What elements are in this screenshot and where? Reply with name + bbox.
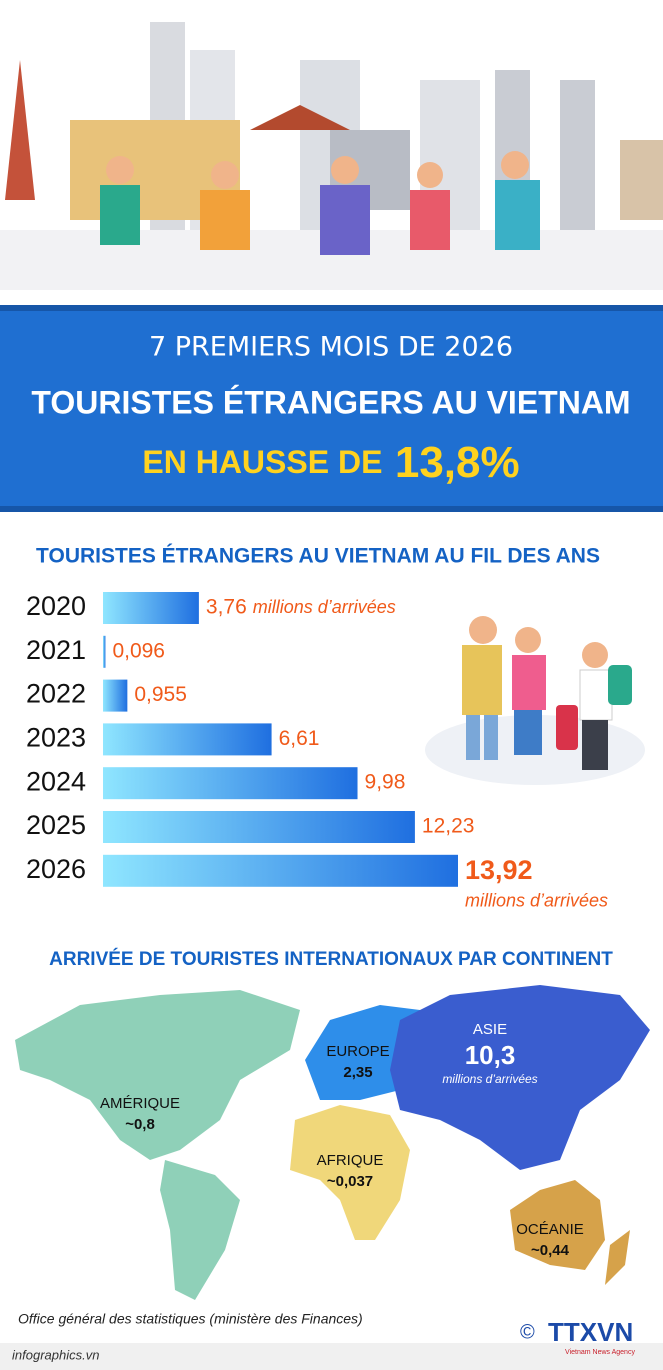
region-value: ~0,8 xyxy=(125,1116,155,1133)
category-label: 2022 xyxy=(26,679,86,709)
value-label: 0,096 xyxy=(112,639,165,662)
value-label: 0,955 xyxy=(134,683,187,706)
category-label: 2020 xyxy=(26,591,86,621)
value-label: 3,76 xyxy=(206,596,247,619)
category-label: 2025 xyxy=(26,810,86,840)
highlight-value: 13,8% xyxy=(395,438,520,487)
bar xyxy=(103,635,106,668)
region-value: ~0,037 xyxy=(327,1173,373,1190)
region-name: AFRIQUE xyxy=(317,1152,384,1169)
value-label: 6,61 xyxy=(279,727,320,750)
logo: TTXVN xyxy=(548,1317,633,1347)
region-unit: millions d’arrivées xyxy=(442,1072,537,1086)
region-value: 2,35 xyxy=(343,1064,372,1081)
chart-title: TOURISTES ÉTRANGERS AU VIETNAM AU FIL DE… xyxy=(36,545,600,568)
highlight: EN HAUSSE DE 13,8% xyxy=(142,438,519,487)
banner-edge xyxy=(0,305,663,311)
unit-label: millions d’arrivées xyxy=(465,891,608,911)
value-label: 13,92 xyxy=(465,855,533,885)
highlight-prefix: EN HAUSSE DE xyxy=(142,444,382,480)
title: TOURISTES ÉTRANGERS AU VIETNAM xyxy=(31,384,630,420)
bar xyxy=(103,811,415,843)
banner xyxy=(0,305,663,512)
category-label: 2026 xyxy=(26,854,86,884)
site: infographics.vn xyxy=(12,1347,99,1362)
subtitle: 7 PREMIERS MOIS DE 2026 xyxy=(149,332,513,363)
source: Office général des statistiques (ministè… xyxy=(18,1311,363,1327)
world-map xyxy=(15,985,650,1300)
skyline-illustration xyxy=(0,0,663,305)
region-value: ~0,44 xyxy=(531,1242,570,1259)
value-label: 12,23 xyxy=(422,815,475,838)
travelers-illustration xyxy=(425,616,645,785)
agency: Vietnam News Agency xyxy=(565,1349,635,1356)
value-label: 9,98 xyxy=(365,771,406,794)
category-label: 2023 xyxy=(26,723,86,753)
region-name: EUROPE xyxy=(326,1043,389,1060)
bar xyxy=(103,679,128,712)
bar xyxy=(103,767,358,800)
region-name: OCÉANIE xyxy=(516,1221,584,1238)
unit-label: millions d’arrivées xyxy=(253,597,396,617)
copyright-icon: © xyxy=(520,1321,535,1343)
footer-bar xyxy=(0,1343,663,1370)
region-name: ASIE xyxy=(473,1021,507,1038)
category-label: 2024 xyxy=(26,766,86,796)
map-title: ARRIVÉE DE TOURISTES INTERNATIONAUX PAR … xyxy=(49,948,613,970)
banner-edge xyxy=(0,506,663,512)
region-name: AMÉRIQUE xyxy=(100,1095,180,1112)
region-value: 10,3 xyxy=(465,1040,516,1070)
category-label: 2021 xyxy=(26,635,86,665)
bar xyxy=(103,723,272,756)
bar xyxy=(103,592,199,624)
bar xyxy=(103,854,458,887)
